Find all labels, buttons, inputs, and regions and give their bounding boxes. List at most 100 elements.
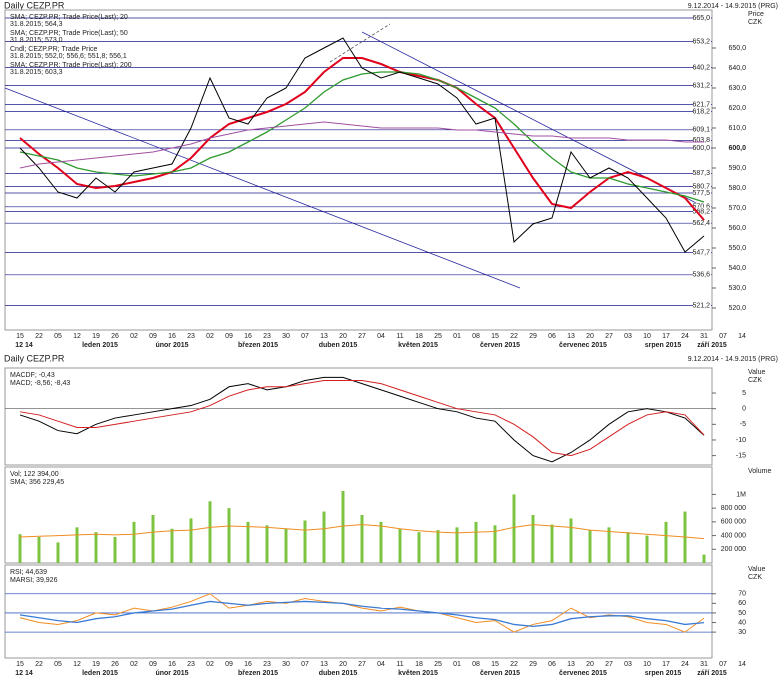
- x-tick-label: 07: [301, 333, 309, 340]
- legend-entry: RSI; 44,639: [10, 569, 47, 576]
- series-line: [19, 121, 704, 169]
- level-label-bg: [693, 202, 711, 210]
- month-label: září 2015: [697, 670, 727, 677]
- level-label: 631,2: [692, 82, 710, 89]
- volume-bar: [550, 524, 554, 563]
- legend-entry: Cndl; CEZP.PR; Trade Price: [10, 46, 98, 53]
- series-line: [19, 524, 705, 540]
- x-tick-label: 24: [681, 661, 689, 668]
- volume-bar: [664, 521, 668, 563]
- x-tick-label: 13: [567, 661, 575, 668]
- level-label: 536,6: [692, 272, 710, 279]
- level-label: 618,2: [692, 108, 710, 115]
- x-tick-label: 05: [54, 333, 62, 340]
- level-label: 587,3: [692, 170, 710, 177]
- month-label: září 2015: [697, 342, 727, 349]
- x-tick-label: 23: [187, 333, 195, 340]
- x-tick-label: 27: [605, 661, 613, 668]
- y-tick-label: 630,0: [728, 85, 746, 92]
- x-tick-label: 23: [187, 661, 195, 668]
- x-tick-label: 02: [206, 333, 214, 340]
- month-label: červenec 2015: [559, 670, 607, 677]
- month-label: 12 14: [15, 670, 33, 677]
- level-label-bg: [693, 63, 711, 71]
- x-tick-label: 17: [662, 661, 670, 668]
- x-tick-label: 07: [719, 661, 727, 668]
- x-tick-label: 09: [225, 333, 233, 340]
- x-tick-label: 13: [320, 333, 328, 340]
- x-tick-label: 03: [624, 333, 632, 340]
- legend-entry: MACD; -8,56; -8,43: [10, 380, 70, 387]
- x-tick-label: 09: [149, 661, 157, 668]
- plot-frame: [4, 564, 713, 659]
- month-label: srpen 2015: [645, 670, 682, 677]
- y-tick-label: 620,0: [728, 105, 746, 112]
- level-label: 653,2: [692, 38, 710, 45]
- level-label: 568,2: [692, 208, 710, 215]
- y-tick-label: 530,0: [728, 285, 746, 292]
- month-label: leden 2015: [82, 670, 118, 677]
- series-line: [19, 376, 705, 463]
- y-tick-label: -5: [740, 421, 746, 428]
- x-tick-label: 08: [472, 661, 480, 668]
- level-label: 600,0: [692, 145, 710, 152]
- level-label: 577,5: [692, 190, 710, 197]
- level-label-bg: [693, 248, 711, 256]
- x-tick-label: 04: [377, 661, 385, 668]
- volume-bar: [94, 532, 98, 563]
- y-axis-title: Volume: [748, 468, 771, 475]
- x-tick-label: 20: [339, 333, 347, 340]
- volume-bar: [170, 528, 174, 563]
- level-label: 562,4: [692, 220, 710, 227]
- volume-bar: [189, 518, 193, 563]
- x-tick-label: 27: [605, 333, 613, 340]
- volume-bar: [246, 521, 250, 563]
- volume-bar: [607, 527, 611, 563]
- y-axis-title: Price: [748, 11, 764, 18]
- volume-bar: [493, 525, 497, 563]
- level-label-bg: [693, 182, 711, 190]
- y-tick-label: 590,0: [728, 165, 746, 172]
- month-label: únor 2015: [155, 670, 188, 677]
- legend-entry: SMA; CEZP.PR; Trade Price(Last); 50: [10, 30, 128, 37]
- x-tick-label: 27: [358, 661, 366, 668]
- x-tick-label: 22: [510, 661, 518, 668]
- trendline: [329, 23, 391, 63]
- month-label: červen 2015: [480, 342, 520, 349]
- y-tick-label: -10: [736, 437, 746, 444]
- y-axis-unit: CZK: [748, 377, 762, 384]
- y-tick-label: 400 000: [721, 532, 746, 539]
- y-tick-label: 520,0: [728, 305, 746, 312]
- x-tick-label: 16: [168, 661, 176, 668]
- y-tick-label: 570,0: [728, 205, 746, 212]
- x-tick-label: 07: [719, 333, 727, 340]
- y-tick-label: 70: [738, 591, 746, 598]
- y-tick-label: -15: [736, 452, 746, 459]
- y-axis-title: Value: [748, 369, 765, 376]
- x-tick-label: 02: [130, 333, 138, 340]
- series-line: [19, 380, 705, 457]
- x-tick-label: 02: [206, 661, 214, 668]
- y-axis-unit: CZK: [748, 574, 762, 581]
- x-tick-label: 06: [548, 333, 556, 340]
- y-tick-label: 50: [738, 610, 746, 617]
- volume-bar: [702, 554, 706, 563]
- title: Daily CEZP.PR: [4, 353, 65, 363]
- x-tick-label: 29: [529, 333, 537, 340]
- x-tick-label: 30: [282, 661, 290, 668]
- level-label-bg: [693, 136, 711, 144]
- level-label: 621,7: [692, 101, 710, 108]
- x-tick-label: 15: [16, 661, 24, 668]
- level-label-bg: [693, 125, 711, 133]
- x-tick-label: 16: [244, 333, 252, 340]
- legend-entry: SMA; CEZP.PR; Trade Price(Last); 200: [10, 62, 132, 69]
- level-label-bg: [693, 107, 711, 115]
- month-label: březen 2015: [238, 670, 278, 677]
- y-tick-label: 650,0: [728, 45, 746, 52]
- level-label-bg: [693, 144, 711, 151]
- x-tick-label: 16: [168, 333, 176, 340]
- volume-bar: [341, 491, 345, 563]
- volume-bar: [531, 515, 535, 563]
- x-tick-label: 09: [225, 661, 233, 668]
